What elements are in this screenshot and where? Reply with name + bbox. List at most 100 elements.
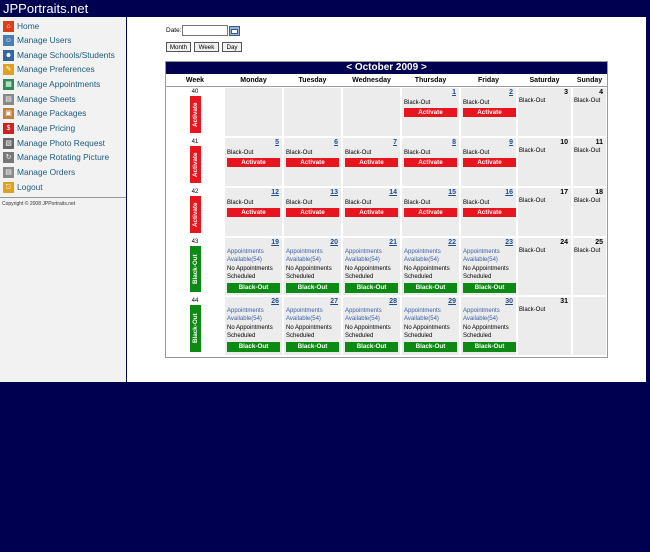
day-cell[interactable]: 28 Appointments Available(54) No Appointme… <box>343 297 400 355</box>
day-cell[interactable]: 20 Appointments Available(54) No Appointme… <box>284 238 341 295</box>
day-cell[interactable]: 24 Black-Out <box>518 238 571 295</box>
day-cell[interactable]: 2 Black-Out Activate <box>461 88 516 136</box>
activate-button[interactable]: Activate <box>404 208 457 217</box>
activate-button[interactable]: Activate <box>404 158 457 167</box>
day-cell[interactable]: 9 Black-Out Activate <box>461 138 516 186</box>
week-blackout-button[interactable]: Black-Out <box>190 246 201 292</box>
day-number[interactable]: 16 <box>505 189 513 196</box>
sidebar-item-manage-appointments[interactable]: ▦ Manage Appointments <box>3 77 100 91</box>
activate-button[interactable]: Activate <box>286 208 339 217</box>
day-cell[interactable]: 8 Black-Out Activate <box>402 138 459 186</box>
day-number[interactable]: 28 <box>389 298 397 305</box>
blackout-button[interactable]: Black-Out <box>227 342 280 352</box>
day-cell[interactable]: 25 Black-Out <box>573 238 606 295</box>
day-number[interactable]: 15 <box>448 189 456 196</box>
day-number[interactable]: 22 <box>448 239 456 246</box>
day-cell[interactable]: 21 Appointments Available(54) No Appointme… <box>343 238 400 295</box>
blackout-button[interactable]: Black-Out <box>345 342 398 352</box>
activate-button[interactable]: Activate <box>463 158 516 167</box>
day-cell[interactable]: 10 Black-Out <box>518 138 571 186</box>
day-number[interactable]: 21 <box>389 239 397 246</box>
day-cell[interactable]: 14 Black-Out Activate <box>343 188 400 236</box>
activate-button[interactable]: Activate <box>463 108 516 117</box>
day-cell[interactable]: 12 Black-Out Activate <box>225 188 282 236</box>
prev-month-link[interactable]: < <box>346 62 353 73</box>
sidebar-item-manage-schools-students[interactable]: ☻ Manage Schools/Students <box>3 48 115 62</box>
day-number[interactable]: 26 <box>271 298 279 305</box>
blackout-button[interactable]: Black-Out <box>463 283 516 293</box>
day-cell[interactable]: 18 Black-Out <box>573 188 606 236</box>
blackout-button[interactable]: Black-Out <box>227 283 280 293</box>
day-number[interactable]: 27 <box>330 298 338 305</box>
appointments-available-link[interactable]: Appointments Available(54) <box>404 249 441 263</box>
sidebar-item-logout[interactable]: ⎋ Logout <box>3 180 43 194</box>
day-cell[interactable]: 17 Black-Out <box>518 188 571 236</box>
activate-button[interactable]: Activate <box>345 158 398 167</box>
blackout-button[interactable]: Black-Out <box>286 283 339 293</box>
sidebar-item-manage-preferences[interactable]: ✎ Manage Preferences <box>3 62 95 76</box>
day-cell[interactable]: 19 Appointments Available(54) No Appointme… <box>225 238 282 295</box>
appointments-available-link[interactable]: Appointments Available(54) <box>345 249 382 263</box>
day-number[interactable]: 5 <box>275 139 279 146</box>
sidebar-item-manage-pricing[interactable]: $ Manage Pricing <box>3 121 75 135</box>
day-number[interactable]: 12 <box>271 189 279 196</box>
sidebar-item-home[interactable]: ⌂ Home <box>3 19 39 33</box>
appointments-available-link[interactable]: Appointments Available(54) <box>404 308 441 322</box>
activate-button[interactable]: Activate <box>345 208 398 217</box>
sidebar-item-manage-rotating-picture[interactable]: ↻ Manage Rotating Picture <box>3 150 109 164</box>
week-view-button[interactable]: Week <box>194 42 219 52</box>
day-number[interactable]: 6 <box>334 139 338 146</box>
day-cell[interactable]: 15 Black-Out Activate <box>402 188 459 236</box>
calendar-picker-icon[interactable] <box>229 26 240 36</box>
day-cell[interactable]: 1 Black-Out Activate <box>402 88 459 136</box>
day-cell[interactable]: 26 Appointments Available(54) No Appointme… <box>225 297 282 355</box>
appointments-available-link[interactable]: Appointments Available(54) <box>286 308 323 322</box>
day-cell[interactable]: 31 Black-Out <box>518 297 571 355</box>
day-number[interactable]: 13 <box>330 189 338 196</box>
sidebar-item-manage-photo-request[interactable]: ▧ Manage Photo Request <box>3 136 105 150</box>
day-number[interactable]: 23 <box>505 239 513 246</box>
day-cell[interactable]: 27 Appointments Available(54) No Appointme… <box>284 297 341 355</box>
appointments-available-link[interactable]: Appointments Available(54) <box>463 249 500 263</box>
day-cell[interactable]: 7 Black-Out Activate <box>343 138 400 186</box>
activate-button[interactable]: Activate <box>286 158 339 167</box>
day-number[interactable]: 9 <box>509 139 513 146</box>
day-cell[interactable]: 30 Appointments Available(54) No Appointme… <box>461 297 516 355</box>
sidebar-item-manage-sheets[interactable]: ▤ Manage Sheets <box>3 92 76 106</box>
month-view-button[interactable]: Month <box>166 42 191 52</box>
day-number[interactable]: 14 <box>389 189 397 196</box>
day-cell[interactable]: 3 Black-Out <box>518 88 571 136</box>
appointments-available-link[interactable]: Appointments Available(54) <box>227 308 264 322</box>
date-input[interactable] <box>182 25 228 36</box>
appointments-available-link[interactable]: Appointments Available(54) <box>227 249 264 263</box>
sidebar-item-manage-packages[interactable]: ▣ Manage Packages <box>3 106 86 120</box>
day-cell[interactable]: 4 Black-Out <box>573 88 606 136</box>
next-month-link[interactable]: > <box>420 62 427 73</box>
day-cell[interactable]: 23 Appointments Available(54) No Appointme… <box>461 238 516 295</box>
activate-button[interactable]: Activate <box>463 208 516 217</box>
day-cell[interactable]: 29 Appointments Available(54) No Appointme… <box>402 297 459 355</box>
activate-button[interactable]: Activate <box>404 108 457 117</box>
day-number[interactable]: 1 <box>452 89 456 96</box>
blackout-button[interactable]: Black-Out <box>463 342 516 352</box>
day-cell[interactable]: 16 Black-Out Activate <box>461 188 516 236</box>
activate-button[interactable]: Activate <box>227 158 280 167</box>
appointments-available-link[interactable]: Appointments Available(54) <box>345 308 382 322</box>
day-number[interactable]: 2 <box>509 89 513 96</box>
day-cell[interactable]: 11 Black-Out <box>573 138 606 186</box>
week-blackout-button[interactable]: Black-Out <box>190 305 201 352</box>
day-cell[interactable]: 5 Black-Out Activate <box>225 138 282 186</box>
blackout-button[interactable]: Black-Out <box>404 283 457 293</box>
week-activate-button[interactable]: Activate <box>190 196 201 233</box>
sidebar-item-manage-orders[interactable]: ▤ Manage Orders <box>3 165 75 179</box>
day-cell[interactable]: 6 Black-Out Activate <box>284 138 341 186</box>
sidebar-item-manage-users[interactable]: ☺ Manage Users <box>3 33 71 47</box>
day-number[interactable]: 20 <box>330 239 338 246</box>
blackout-button[interactable]: Black-Out <box>404 342 457 352</box>
blackout-button[interactable]: Black-Out <box>345 283 398 293</box>
day-cell[interactable]: 13 Black-Out Activate <box>284 188 341 236</box>
week-activate-button[interactable]: Activate <box>190 146 201 183</box>
week-activate-button[interactable]: Activate <box>190 96 201 133</box>
day-number[interactable]: 29 <box>448 298 456 305</box>
blackout-button[interactable]: Black-Out <box>286 342 339 352</box>
